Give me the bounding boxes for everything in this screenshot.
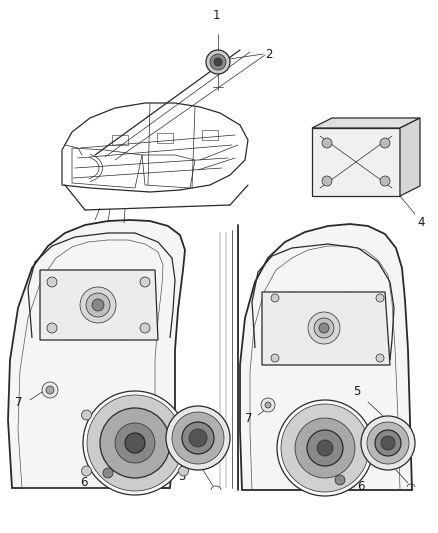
Circle shape <box>367 422 409 464</box>
Text: 6: 6 <box>357 481 364 494</box>
Circle shape <box>210 54 226 70</box>
Bar <box>320 136 392 188</box>
Text: 6: 6 <box>81 475 88 489</box>
Circle shape <box>42 382 58 398</box>
Text: 5: 5 <box>353 385 360 398</box>
Circle shape <box>179 410 188 420</box>
Circle shape <box>281 404 369 492</box>
Text: 1: 1 <box>212 9 220 22</box>
Circle shape <box>125 433 145 453</box>
Circle shape <box>92 299 104 311</box>
Text: 7: 7 <box>14 395 22 408</box>
Text: 3: 3 <box>178 471 185 483</box>
Circle shape <box>361 416 415 470</box>
Circle shape <box>319 323 329 333</box>
Circle shape <box>140 323 150 333</box>
Circle shape <box>322 138 332 148</box>
Circle shape <box>375 430 401 456</box>
Circle shape <box>380 138 390 148</box>
Polygon shape <box>262 292 390 365</box>
Circle shape <box>317 440 333 456</box>
Circle shape <box>179 466 188 476</box>
Polygon shape <box>400 118 420 196</box>
Circle shape <box>47 277 57 287</box>
Circle shape <box>265 402 271 408</box>
Circle shape <box>166 406 230 470</box>
Circle shape <box>376 294 384 302</box>
Polygon shape <box>8 220 185 488</box>
Circle shape <box>86 293 110 317</box>
Polygon shape <box>40 270 158 340</box>
Polygon shape <box>312 128 400 196</box>
Circle shape <box>47 323 57 333</box>
Circle shape <box>295 418 355 478</box>
Circle shape <box>81 466 92 476</box>
Circle shape <box>380 176 390 186</box>
Circle shape <box>172 412 224 464</box>
Circle shape <box>214 58 222 66</box>
Circle shape <box>314 318 334 338</box>
Circle shape <box>189 429 207 447</box>
Circle shape <box>100 408 170 478</box>
Circle shape <box>277 400 373 496</box>
Circle shape <box>308 312 340 344</box>
Circle shape <box>115 423 155 463</box>
Polygon shape <box>240 224 412 490</box>
Circle shape <box>103 468 113 478</box>
Circle shape <box>335 475 345 485</box>
Text: 4: 4 <box>417 216 424 229</box>
Circle shape <box>206 50 230 74</box>
Circle shape <box>140 277 150 287</box>
Circle shape <box>261 398 275 412</box>
Circle shape <box>81 410 92 420</box>
Circle shape <box>376 354 384 362</box>
Text: 2: 2 <box>265 47 272 61</box>
Circle shape <box>271 354 279 362</box>
Text: 7: 7 <box>244 411 252 424</box>
Circle shape <box>322 176 332 186</box>
Circle shape <box>381 436 395 450</box>
Polygon shape <box>312 118 420 128</box>
Circle shape <box>307 430 343 466</box>
Circle shape <box>80 287 116 323</box>
Circle shape <box>271 294 279 302</box>
Circle shape <box>182 422 214 454</box>
Circle shape <box>87 395 183 491</box>
Circle shape <box>83 391 187 495</box>
Circle shape <box>46 386 54 394</box>
